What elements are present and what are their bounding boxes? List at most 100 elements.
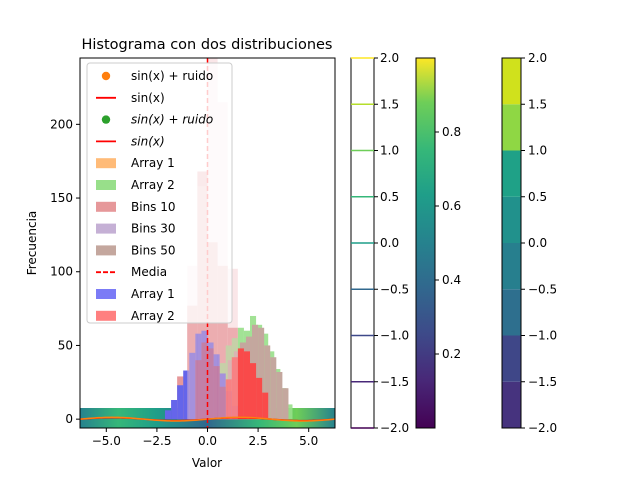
histogram-bar (243, 351, 250, 420)
legend-box (86, 62, 233, 324)
colorbar-tick-label: −0.5 (380, 282, 409, 296)
legend: sin(x) + ruido sin(x) sin(x) + ruido sin(x)… (86, 62, 233, 324)
colorbar-tick-label: −1.5 (528, 375, 557, 389)
histogram-bar (225, 379, 232, 420)
colorbar-tick-label: 1.5 (380, 97, 399, 111)
colorbar-level-band (502, 196, 521, 243)
colorbar-tick-label: 0.8 (442, 125, 461, 139)
colorbar-tick-label: 2.0 (380, 51, 399, 65)
legend-entry: Array 1 (96, 156, 175, 170)
histogram-bar (270, 357, 277, 420)
colorbar-tick-label: 0.5 (380, 190, 399, 204)
colorbar-tick-label: 0.5 (528, 190, 547, 204)
y-tick-label: 100 (50, 265, 73, 279)
legend-patch (96, 223, 116, 234)
legend-entry: Array 1 (96, 287, 175, 301)
colorbar-tick-label: 0.4 (442, 273, 461, 287)
y-tick-label: 150 (50, 191, 73, 205)
colorbar-tick-label: 0.6 (442, 199, 461, 213)
histogram-bar (183, 370, 190, 420)
colorbar-continuous: 0.8 0.6 0.4 0.2 (415, 57, 461, 429)
colorbar-tick-label: −0.5 (528, 282, 557, 296)
colorbar-tick-label: −1.5 (380, 375, 409, 389)
histogram-bar (282, 388, 289, 420)
colorbar-tick-label: 0.0 (528, 236, 547, 250)
legend-label: Array 2 (131, 178, 175, 192)
legend-patch (96, 180, 116, 190)
colorbar-tick-label: −2.0 (528, 421, 557, 435)
legend-label: Array 1 (131, 287, 175, 301)
histogram-bar (227, 268, 238, 420)
histogram-bar (262, 392, 269, 420)
y-tick-label: 0 (65, 412, 73, 426)
legend-entry: Bins 10 (96, 200, 176, 214)
colorbar-tick-label: −1.0 (380, 329, 409, 343)
legend-label: Media (131, 265, 167, 279)
histogram-bar (217, 265, 228, 420)
colorbar-tick-label: 0.2 (442, 347, 461, 361)
legend-label: Bins 50 (131, 243, 176, 257)
histogram-bar (165, 410, 172, 420)
legend-marker (101, 71, 111, 81)
colorbar-tick-label: 1.0 (528, 144, 547, 158)
y-tick-label: 200 (50, 117, 73, 131)
legend-patch (96, 245, 116, 256)
histogram-bar (219, 386, 226, 420)
legend-entry: sin(x) (96, 91, 165, 105)
colorbar-level-band (502, 150, 521, 197)
histogram-bar (213, 366, 220, 420)
histogram-bar (250, 363, 257, 420)
legend-entry: Media (96, 265, 167, 279)
x-axis-label: Valor (192, 456, 222, 470)
histogram-bar (177, 385, 184, 420)
legend-label: sin(x) + ruido (131, 69, 213, 83)
x-tick-label: 0.0 (198, 434, 217, 448)
legend-patch (96, 158, 116, 169)
colorbar-level-band (502, 104, 521, 151)
legend-label: sin(x) + ruido (131, 113, 213, 127)
histogram-bar (171, 399, 178, 420)
legend-entry: Bins 50 (96, 243, 176, 257)
histogram-bar (187, 265, 198, 420)
y-axis-label: Frecuencia (25, 211, 39, 276)
histogram-bar (258, 327, 265, 420)
histogram-bar (207, 348, 214, 420)
histogram-bar (237, 348, 244, 420)
legend-label: Array 1 (131, 156, 175, 170)
chart-title: Histograma con dos distribuciones (82, 37, 333, 53)
histogram-bar (286, 404, 293, 420)
legend-label: Array 2 (131, 309, 175, 323)
histogram-bar (276, 371, 283, 420)
colorbar-tick-label: −1.0 (528, 329, 557, 343)
colorbar-tick-label: −2.0 (380, 421, 409, 435)
y-tick-label: 50 (58, 338, 73, 352)
legend-patch (96, 201, 116, 212)
histogram-bar (195, 360, 202, 420)
x-axis: −5.0 −2.5 0.0 2.5 5.0 (92, 428, 318, 448)
legend-entry: sin(x) + ruido (101, 113, 213, 127)
colorbar-level-band (502, 289, 521, 336)
legend-label: sin(x) (131, 91, 165, 105)
histogram-bar (189, 352, 196, 420)
colorbar-tick-label: 1.0 (380, 144, 399, 158)
colorbar-level-band (502, 243, 521, 290)
colorbar-tick-label: 1.5 (528, 97, 547, 111)
x-tick-label: −5.0 (92, 434, 121, 448)
histogram-bar (231, 357, 238, 420)
colorbar-tick-label: 0.0 (380, 236, 399, 250)
y-axis: 0 50 100 150 200 (50, 117, 80, 426)
colorbar-level-band (502, 381, 521, 428)
legend-label: Bins 30 (131, 222, 176, 236)
legend-entry: Array 2 (96, 309, 175, 323)
histogram-bar (201, 342, 208, 420)
colorbar-contour-lines: 2.0 1.5 1.0 0.5 0.0 −0.5 −1.0 −1.5 −2.0 (350, 51, 409, 435)
histogram-bar (207, 242, 218, 420)
legend-entry: Array 2 (96, 178, 175, 192)
colorbar-tick-label: 2.0 (528, 51, 547, 65)
histogram-bar (256, 377, 263, 420)
legend-marker (101, 115, 111, 124)
colorbar-filled-levels: 2.0 1.5 1.0 0.5 0.0 −0.5 −1.0 −1.5 −2.0 (501, 51, 557, 435)
histogram-bar (264, 345, 271, 420)
x-tick-label: −2.5 (142, 434, 171, 448)
